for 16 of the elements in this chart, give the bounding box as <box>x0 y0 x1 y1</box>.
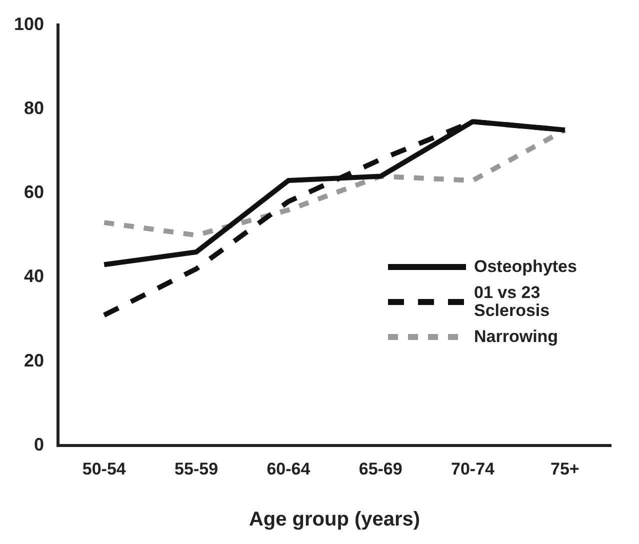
x-tick-label: 60-64 <box>266 459 311 478</box>
x-tick-label: 55-59 <box>174 459 218 478</box>
y-tick-label: 100 <box>14 14 44 34</box>
x-tick-label: 75+ <box>550 459 580 478</box>
legend-label: Osteophytes <box>474 257 578 276</box>
y-tick-label: 40 <box>24 266 44 286</box>
x-tick-label: 50-54 <box>82 459 126 478</box>
y-tick-label: 20 <box>24 350 44 370</box>
x-tick-label: 65-69 <box>358 459 402 478</box>
legend-label: 01 vs 23 Sclerosis <box>474 283 551 320</box>
legend-label: Narrowing <box>474 327 560 346</box>
y-tick-label: 0 <box>34 434 44 455</box>
y-tick-label: 60 <box>24 182 44 202</box>
x-axis-title: Age group (years) <box>248 508 420 531</box>
y-tick-label: 80 <box>24 98 44 118</box>
x-tick-label: 70-74 <box>451 459 496 478</box>
